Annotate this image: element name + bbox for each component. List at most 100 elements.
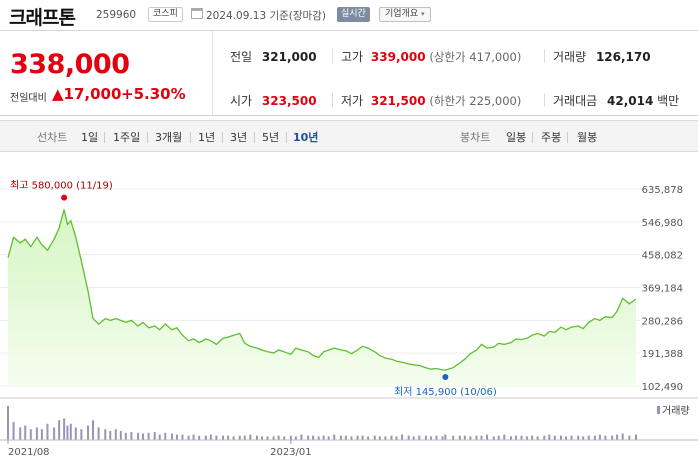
volume-bar: [509, 436, 512, 440]
company-overview-button[interactable]: 기업개요 ▾: [379, 7, 431, 22]
volume-bar: [249, 434, 252, 440]
period-3y[interactable]: 3년: [230, 131, 248, 144]
volume-bar: [283, 436, 286, 440]
y-tick-label: 369,184: [642, 284, 683, 295]
stock-code: 259960: [96, 9, 137, 21]
volume-bar: [444, 434, 447, 440]
volume-bar: [356, 435, 359, 440]
volume-bar: [277, 435, 280, 440]
price-line: [7, 209, 637, 371]
stat-unit: 백만: [657, 94, 680, 108]
realtime-button[interactable]: 실시간: [337, 7, 370, 22]
volume-bar: [104, 429, 107, 440]
candle-daily[interactable]: 일봉: [506, 131, 527, 144]
period-3m[interactable]: 3개월: [155, 131, 183, 144]
volume-bar: [616, 434, 619, 440]
volume-bar: [553, 435, 556, 440]
divider: [544, 93, 545, 107]
volume-bar: [520, 435, 523, 440]
stat-trade-value: 거래대금 42,014 백만: [553, 92, 679, 109]
volume-bar: [92, 420, 95, 440]
volume-bar: [503, 434, 506, 440]
volume-bar: [227, 435, 230, 440]
period-1y[interactable]: 1년: [198, 131, 216, 144]
volume-bar: [564, 436, 567, 440]
y-tick-label: 635,878: [642, 185, 683, 196]
volume-bar: [429, 436, 432, 440]
volume-bar: [40, 429, 43, 440]
volume-legend: 거래량: [662, 405, 690, 417]
volume-bar: [46, 423, 49, 440]
volume-bar: [559, 435, 562, 440]
stat-value: 42,014: [607, 94, 654, 108]
stat-label: 고가: [341, 50, 364, 64]
volume-bar: [582, 436, 585, 440]
volume-bar: [12, 422, 15, 440]
stat-low: 저가 321,500 (하한가 225,000): [341, 92, 521, 109]
volume-bar: [238, 435, 241, 440]
volume-bar: [469, 436, 472, 440]
volume-bar: [119, 431, 122, 440]
stock-header: 크래프톤 259960 코스피 2024.09.13 기준(장마감) 실시간 기…: [0, 0, 698, 30]
volume-bar: [367, 436, 370, 440]
candle-weekly[interactable]: 주봉: [541, 131, 562, 144]
period-1w[interactable]: 1주일: [113, 131, 141, 144]
volume-bar: [58, 420, 61, 440]
price-chart[interactable]: 635,878 546,980 458,082 369,184 280,286 191,3…: [0, 152, 698, 462]
volume-bar: [424, 435, 427, 440]
divider: [532, 132, 533, 143]
period-10y[interactable]: 10년: [293, 131, 319, 144]
volume-bar: [570, 435, 573, 440]
y-tick-label: 191,388: [642, 349, 683, 360]
volume-bar: [204, 435, 207, 440]
volume-bar: [587, 435, 590, 440]
market-badge: 코스피: [148, 7, 183, 22]
divider: [147, 132, 148, 143]
volume-bar: [255, 435, 258, 440]
stat-prev-close: 전일 321,000: [230, 48, 317, 65]
volume-bar: [222, 435, 225, 440]
stat-label: 거래대금: [553, 94, 598, 108]
x-tick-label: 2023/01: [270, 447, 312, 458]
volume-bar: [29, 429, 32, 440]
period-1d[interactable]: 1일: [81, 131, 99, 144]
stat-open: 시가 323,500: [230, 92, 317, 109]
volume-bar: [109, 431, 112, 440]
stat-value: 323,500: [261, 94, 317, 108]
volume-bar: [593, 435, 596, 440]
volume-bar: [401, 434, 404, 440]
low-marker: [442, 373, 449, 380]
volume-bar: [543, 435, 546, 440]
volume-bar: [514, 435, 517, 440]
stat-value: 321,000: [261, 50, 317, 64]
volume-bar: [130, 432, 133, 440]
stat-volume: 거래량 126,170: [553, 48, 651, 65]
period-5y[interactable]: 5년: [262, 131, 280, 144]
volume-bar: [486, 434, 489, 440]
price-area: [8, 209, 636, 386]
volume-bar: [170, 433, 173, 440]
change-label: 전일대비: [10, 93, 47, 104]
volume-bar: [322, 435, 325, 440]
volume-bar: [339, 435, 342, 440]
y-tick-label: 546,980: [642, 218, 683, 229]
y-axis-ticks: 635,878 546,980 458,082 369,184 280,286 191,3…: [642, 185, 683, 393]
volume-bar: [327, 436, 330, 440]
volume-bar: [536, 436, 539, 440]
volume-bar: [69, 423, 72, 440]
volume-bar: [435, 435, 438, 440]
volume-bar: [266, 436, 269, 440]
price-chart-svg: 635,878 546,980 458,082 369,184 280,286 191,3…: [0, 180, 698, 458]
volume-bar: [628, 435, 631, 440]
volume-bar: [289, 435, 292, 440]
high-marker: [61, 194, 68, 201]
volume-bar: [492, 436, 495, 440]
volume-bar: [312, 435, 315, 440]
current-price: 338,000: [10, 49, 130, 80]
volume-bars: [7, 405, 637, 440]
x-tick-label: 2021/08: [8, 447, 50, 458]
stat-sub: (상한가 417,000): [429, 50, 522, 64]
change-value: ▲17,000: [52, 85, 121, 103]
stat-label: 시가: [230, 94, 253, 108]
candle-monthly[interactable]: 월봉: [577, 131, 598, 144]
